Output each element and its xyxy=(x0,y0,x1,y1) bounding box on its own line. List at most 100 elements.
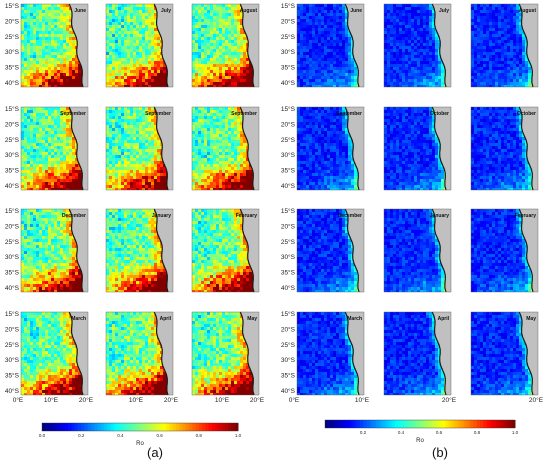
map-a-r0c0-cell xyxy=(21,46,24,49)
map-a-r1c2-cell xyxy=(228,143,231,146)
map-a-r0c1-cell xyxy=(121,10,124,13)
map-a-r0c1-cell xyxy=(145,28,148,31)
map-a-r1c0-cell xyxy=(54,146,57,149)
map-a-r0c1-cell xyxy=(151,73,154,76)
map-a-r1c0-cell xyxy=(75,149,78,152)
map-a-r3c0-cell xyxy=(33,336,36,339)
map-a-r3c0-cell xyxy=(57,318,60,321)
map-a-r0c0-cell xyxy=(33,43,36,46)
map-a-r1c2-cell xyxy=(210,173,213,176)
map-a-r0c1-cell xyxy=(130,7,133,10)
map-a-r2c2-cell xyxy=(237,248,240,251)
map-a-r2c0-cell xyxy=(30,269,33,272)
map-a-r2c1-cell xyxy=(109,260,112,263)
map-a-r1c0-cell xyxy=(51,134,54,137)
map-a-r1c1-cell xyxy=(136,188,139,190)
map-a-r1c2-cell xyxy=(201,179,204,182)
map-a-r2c2-cell xyxy=(237,287,240,290)
map-a-r0c0-cell xyxy=(60,67,63,70)
map-a-r1c0-cell xyxy=(48,128,51,131)
map-a-r2c2-cell xyxy=(198,257,201,260)
map-a-r0c2-cell xyxy=(222,4,225,7)
map-a-r2c0-cell xyxy=(48,227,51,230)
map-a-r0c2-cell xyxy=(192,52,195,55)
map-a-r2c2-cell xyxy=(240,224,243,227)
map-a-r0c1-cell xyxy=(136,31,139,34)
map-a-r0c1-cell xyxy=(154,37,157,40)
map-a-r0c0-cell xyxy=(33,79,36,82)
map-a-r0c2-cell xyxy=(237,64,240,67)
map-a-r2c0-cell xyxy=(69,212,72,215)
map-a-r2c0-cell xyxy=(36,284,39,287)
map-a-r2c2-cell xyxy=(225,233,228,236)
map-a-r1c1-cell xyxy=(127,134,130,137)
map-a-r1c2-cell xyxy=(222,173,225,176)
map-a-r0c2-cell xyxy=(222,73,225,76)
map-a-r2c1-cell xyxy=(112,242,115,245)
map-a-r1c1-cell xyxy=(106,161,109,164)
map-a-r2c1-cell xyxy=(148,215,151,218)
map-a-r1c0-cell xyxy=(24,167,27,170)
map-a-r0c1-cell xyxy=(139,31,142,34)
map-a-r2c0-cell xyxy=(57,251,60,254)
map-a-r0c0-cell xyxy=(72,82,75,85)
map-a-r2c1-cell xyxy=(106,287,109,290)
map-a-r2c1-cell xyxy=(109,221,112,224)
map-a-r0c1-cell xyxy=(130,10,133,13)
map-a-r2c2-cell xyxy=(210,290,213,292)
map-a-r3c0-cell xyxy=(54,324,57,327)
map-a-r0c1-cell xyxy=(133,34,136,37)
map-a-r0c1-cell xyxy=(136,64,139,67)
map-a-r0c0-cell xyxy=(75,73,78,76)
map-a-r0c0-cell xyxy=(48,85,51,87)
map-a-r0c2-cell xyxy=(201,61,204,64)
map-a-r0c0-cell xyxy=(24,28,27,31)
map-a-r1c0-cell xyxy=(24,155,27,158)
map-a-r0c1-cell xyxy=(112,7,115,10)
map-a-r2c0: December xyxy=(20,208,89,293)
map-a-r0c0-cell xyxy=(69,34,72,37)
map-a-r0c2-cell xyxy=(243,76,246,79)
map-a-r1c2-cell xyxy=(213,176,216,179)
map-a-r0c1-cell xyxy=(154,61,157,64)
map-a-r0c1-cell xyxy=(121,49,124,52)
map-a-r1c0-cell xyxy=(57,158,60,161)
map-a-r1c1-cell xyxy=(109,146,112,149)
map-a-r2c0-cell xyxy=(63,266,66,269)
map-a-r0c2-cell xyxy=(213,37,216,40)
map-a-r0c2-cell xyxy=(231,73,234,76)
map-a-r1c2-cell xyxy=(249,188,252,190)
map-a-r1c0-cell xyxy=(27,131,30,134)
map-a-r2c2-cell xyxy=(228,287,231,290)
map-a-r0c2-cell xyxy=(222,16,225,19)
map-a-r0c1-cell xyxy=(163,64,166,67)
map-a-r2c1-cell xyxy=(160,290,163,292)
map-a-r1c1-cell xyxy=(154,155,157,158)
map-a-r2c2-cell xyxy=(192,239,195,242)
map-a-r1c0-cell xyxy=(72,182,75,185)
map-a-r2c1-cell xyxy=(151,224,154,227)
map-a-r1c0-cell xyxy=(33,179,36,182)
map-a-r0c2-cell xyxy=(207,46,210,49)
map-a-r0c0-cell xyxy=(21,73,24,76)
map-a-r2c1-cell xyxy=(154,221,157,224)
map-a-r0c1-cell xyxy=(106,73,109,76)
map-a-r0c1-cell xyxy=(145,58,148,61)
map-a-r2c0-cell xyxy=(54,227,57,230)
map-a-r0c2-cell xyxy=(192,79,195,82)
map-a-r0c2-cell xyxy=(234,31,237,34)
map-a-r0c0-cell xyxy=(75,40,78,43)
map-a-r2c1-cell xyxy=(130,254,133,257)
map-a-r0c2-cell xyxy=(240,28,243,31)
map-a-r0c1-cell xyxy=(142,49,145,52)
map-a-r2c2-cell xyxy=(207,233,210,236)
map-a-r2c0-cell xyxy=(42,272,45,275)
map-a-r0c0-cell xyxy=(63,52,66,55)
map-a-r0c2-cell xyxy=(195,31,198,34)
map-a-r3c0: March xyxy=(20,311,89,396)
map-a-r0c2-cell xyxy=(207,67,210,70)
map-a-r0c2-cell xyxy=(237,25,240,28)
map-a-r2c2-cell xyxy=(234,233,237,236)
map-a-r2c1-cell xyxy=(106,275,109,278)
map-a-r0c2-cell xyxy=(237,82,240,85)
